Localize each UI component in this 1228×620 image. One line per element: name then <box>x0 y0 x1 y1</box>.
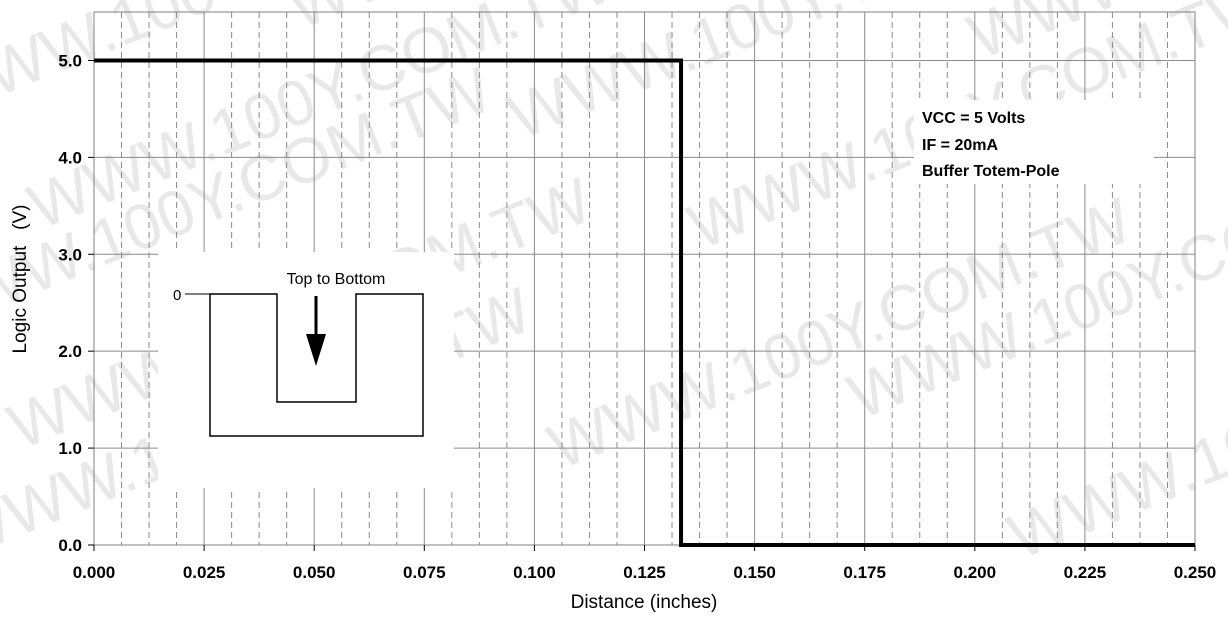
x-tick-label: 0.125 <box>623 563 666 582</box>
y-tick-label: 3.0 <box>58 245 82 264</box>
series-layer <box>94 58 1195 547</box>
x-tick-label: 0.050 <box>293 563 336 582</box>
annotation-buffer: Buffer Totem-Pole <box>922 163 1060 180</box>
y-tick-label: 4.0 <box>58 148 82 167</box>
slot-outline <box>209 293 424 437</box>
series-line <box>94 58 1195 547</box>
y-tick-label: 1.0 <box>58 439 82 458</box>
x-tick-label: 0.150 <box>733 563 776 582</box>
y-tick-label: 2.0 <box>58 342 82 361</box>
inset-background <box>158 252 454 488</box>
x-tick-label: 0.000 <box>73 563 116 582</box>
annotation-if: IF = 20mA <box>922 137 998 154</box>
x-tick-label: 0.250 <box>1174 563 1217 582</box>
annotation-box <box>914 100 1154 184</box>
x-tick-label: 0.225 <box>1064 563 1107 582</box>
x-tick-label: 0.075 <box>403 563 446 582</box>
arrow-down-icon <box>306 334 326 366</box>
annotation-vcc: VCC = 5 Volts <box>922 110 1025 127</box>
y-tick-label: 0.0 <box>58 536 82 555</box>
x-tick-label: 0.200 <box>954 563 997 582</box>
y-tick-labels: 0.0 1.0 2.0 3.0 4.0 5.0 <box>58 51 82 555</box>
inset-zero-label: 0 <box>173 287 181 304</box>
x-tick-label: 0.025 <box>183 563 226 582</box>
x-tick-label: 0.175 <box>843 563 886 582</box>
inset-label: Top to Bottom <box>287 271 386 288</box>
y-axis-label: Logic Output (V) <box>10 205 31 354</box>
inset-diagram: Top to Bottom 0 <box>158 252 454 488</box>
x-axis-label: Distance (inches) <box>571 592 718 613</box>
x-tick-labels: 0.000 0.025 0.050 0.075 0.100 0.125 0.150 0.175… <box>73 563 1217 582</box>
x-tick-label: 0.100 <box>513 563 556 582</box>
y-tick-label: 5.0 <box>58 51 82 70</box>
